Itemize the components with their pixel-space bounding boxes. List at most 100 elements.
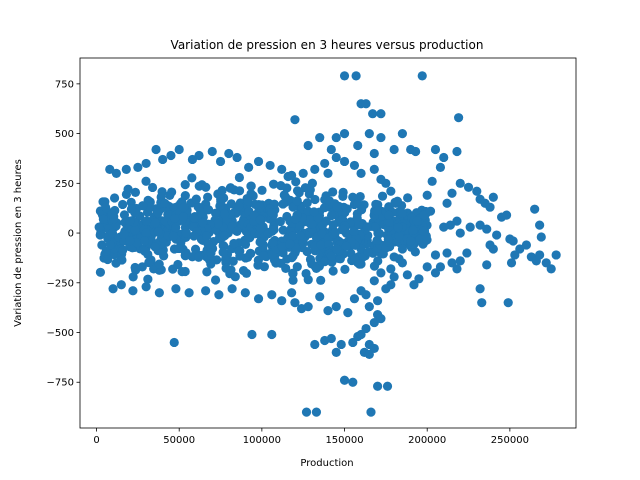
data-point xyxy=(357,205,367,215)
data-point xyxy=(268,225,278,235)
data-point xyxy=(455,178,465,188)
data-point xyxy=(276,258,286,268)
data-point xyxy=(144,257,154,268)
data-point xyxy=(303,140,313,151)
data-point xyxy=(402,270,412,280)
data-point xyxy=(277,242,287,252)
data-point xyxy=(224,148,234,159)
data-point xyxy=(339,156,350,167)
data-point xyxy=(397,244,407,254)
data-point xyxy=(310,339,320,350)
data-point xyxy=(234,201,244,211)
data-point xyxy=(370,222,380,232)
data-point xyxy=(503,298,513,308)
data-point xyxy=(369,317,379,328)
data-point xyxy=(455,228,465,238)
data-point xyxy=(442,198,452,208)
data-point xyxy=(546,264,556,274)
data-point xyxy=(339,375,350,385)
data-point xyxy=(462,248,472,258)
y-tick-label: 500 xyxy=(55,129,74,140)
data-point xyxy=(94,222,104,232)
data-point xyxy=(417,71,427,81)
data-point xyxy=(265,160,275,171)
data-point xyxy=(383,234,393,245)
data-point xyxy=(364,128,374,139)
data-point xyxy=(326,210,337,221)
data-point xyxy=(202,267,212,277)
data-point xyxy=(412,216,422,226)
data-points xyxy=(94,71,561,417)
data-point xyxy=(141,176,151,186)
data-point xyxy=(472,186,482,196)
data-point xyxy=(393,222,403,233)
data-point xyxy=(119,210,130,220)
data-point xyxy=(194,150,204,161)
data-point xyxy=(98,214,108,224)
data-point xyxy=(430,250,441,260)
x-axis: 0 50000 100000 150000 200000 250000 xyxy=(93,428,529,446)
data-point xyxy=(119,229,129,240)
data-point xyxy=(310,164,320,174)
data-point xyxy=(226,199,236,209)
data-point xyxy=(160,216,170,226)
data-point xyxy=(368,109,378,119)
data-point xyxy=(307,178,318,188)
data-point xyxy=(126,197,136,207)
data-point xyxy=(228,256,238,266)
data-point xyxy=(328,187,338,197)
data-point xyxy=(201,182,211,192)
data-point xyxy=(403,193,413,203)
data-point xyxy=(326,144,336,155)
data-point xyxy=(369,261,380,271)
data-point xyxy=(384,210,394,220)
data-point xyxy=(247,329,257,340)
data-point xyxy=(141,228,151,238)
data-point xyxy=(267,290,277,300)
data-point xyxy=(339,128,350,139)
data-point xyxy=(174,144,184,155)
data-point xyxy=(180,266,190,277)
data-point xyxy=(300,183,310,193)
data-point xyxy=(255,237,265,247)
data-point xyxy=(411,146,421,157)
data-point xyxy=(197,217,208,228)
data-point xyxy=(492,230,502,240)
data-point xyxy=(408,225,418,235)
data-point xyxy=(452,264,462,274)
data-point xyxy=(229,238,239,249)
data-point xyxy=(328,266,338,276)
data-point xyxy=(292,196,302,206)
data-point xyxy=(442,248,452,258)
data-point xyxy=(315,132,325,143)
data-point xyxy=(107,228,118,238)
x-tick-label: 150000 xyxy=(325,435,363,446)
data-point xyxy=(189,231,199,241)
data-point xyxy=(349,294,360,304)
data-point xyxy=(335,254,345,264)
data-point xyxy=(331,302,341,312)
data-point xyxy=(330,227,341,237)
data-point xyxy=(105,239,115,250)
data-point xyxy=(311,263,321,273)
data-point xyxy=(508,236,518,246)
y-axis-title: Variation de pression en 3 heures xyxy=(13,159,24,327)
data-point xyxy=(128,286,138,296)
data-point xyxy=(348,337,358,348)
data-point xyxy=(309,207,319,217)
data-point xyxy=(482,260,492,270)
data-point xyxy=(275,216,285,227)
data-point xyxy=(169,337,179,348)
y-tick-label: −500 xyxy=(47,328,74,339)
data-point xyxy=(184,288,194,298)
data-point xyxy=(171,284,181,294)
data-point xyxy=(234,186,245,196)
data-point xyxy=(339,71,350,81)
data-point xyxy=(126,204,137,214)
data-point xyxy=(143,274,153,284)
data-point xyxy=(475,220,485,230)
data-point xyxy=(243,196,253,206)
data-point xyxy=(301,407,312,417)
data-point xyxy=(276,181,286,191)
y-tick-label: 750 xyxy=(55,79,74,90)
